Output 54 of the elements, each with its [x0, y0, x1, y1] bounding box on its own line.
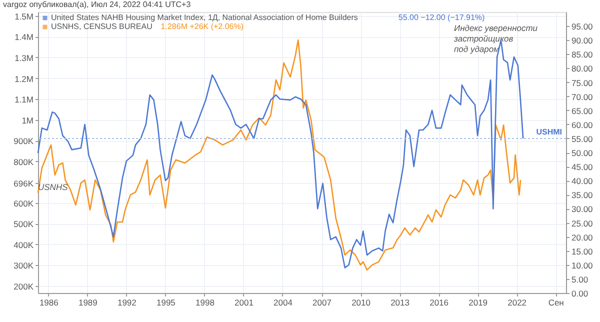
y2-tick-label: 80.00	[572, 64, 594, 74]
x-tick-label: 2007	[312, 298, 332, 308]
ref-line-label: USHMI	[536, 127, 562, 136]
y2-tick-label: 20.00	[572, 232, 594, 242]
y-tick-label: 800K	[14, 156, 34, 167]
y2-tick-label: 5.00	[572, 274, 588, 284]
y2-tick-label: 90.00	[572, 36, 594, 46]
x-tick-label: 2010	[352, 298, 371, 308]
y2-tick-label: 30.00	[572, 204, 594, 214]
x-tick-label: 1998	[196, 298, 215, 308]
y2-tick-label: 70.00	[572, 92, 594, 102]
y-tick-label: 300K	[14, 260, 34, 271]
y-tick-label: 1.5M	[14, 11, 34, 22]
y-tick-label: 1.2M	[14, 74, 34, 84]
y2-tick-label: 40.00	[572, 176, 594, 186]
x-tick-label: 1992	[117, 298, 137, 308]
x-tick-label: Сен	[548, 298, 564, 308]
y2-tick-label: 50.00	[572, 148, 594, 158]
y2-tick-label: 45.00	[572, 162, 594, 172]
y2-tick-label: 0.00	[572, 288, 588, 298]
legend-label: United States NAHB Housing Market Index, 1Д, National Association of Home Builders	[51, 13, 358, 22]
x-tick-label: 2001	[234, 298, 254, 308]
y2-tick-label: 15.00	[572, 246, 594, 256]
y-tick-label: 900K	[14, 136, 34, 146]
y2-tick-label: 75.00	[572, 78, 594, 88]
y2-tick-label: 95.00	[572, 22, 594, 32]
x-tick-label: 1989	[78, 298, 98, 308]
y-tick-label: 1.1M	[14, 94, 34, 105]
x-tick-label: 2004	[274, 298, 293, 308]
text: vargoz опубликовал(а), Июл 24, 2022 04:41 UTC+3	[3, 0, 192, 9]
x-tick-label: 2019	[468, 298, 488, 308]
y-tick-label: 400K	[14, 240, 34, 250]
annotation: 55.00 −12.00 (−17.91%)	[398, 13, 486, 22]
y2-tick-label: 55.00	[572, 134, 594, 144]
x-tick-label: 2013	[390, 298, 410, 308]
y2-tick-label: 25.00	[572, 218, 594, 228]
y-tick-label: 600K	[14, 198, 34, 208]
annotation: 1.286M +26K (+2.06%)	[160, 22, 244, 31]
x-tick-label: 2022	[508, 298, 527, 308]
y-tick-label: 500K	[14, 219, 34, 230]
x-tick-label: 1995	[156, 298, 176, 308]
y2-tick-label: 65.00	[572, 106, 594, 116]
x-tick-label: 1986	[39, 298, 59, 308]
y2-tick-label: 60.00	[572, 120, 594, 130]
y2-tick-label: 85.00	[572, 50, 594, 60]
y2-tick-label: 10.00	[572, 260, 594, 270]
y-tick-label: 1.4M	[14, 32, 34, 42]
y-tick-label: 200K	[14, 281, 34, 292]
y-tick-label: 1.3M	[14, 52, 34, 63]
x-tick-label: 2016	[430, 298, 449, 308]
legend-label: USNHS, CENSUS BUREAU	[51, 22, 153, 31]
y-tick-label: 1M	[22, 115, 34, 126]
y-tick-label: 696K	[14, 178, 34, 188]
y2-tick-label: 35.00	[572, 190, 594, 200]
